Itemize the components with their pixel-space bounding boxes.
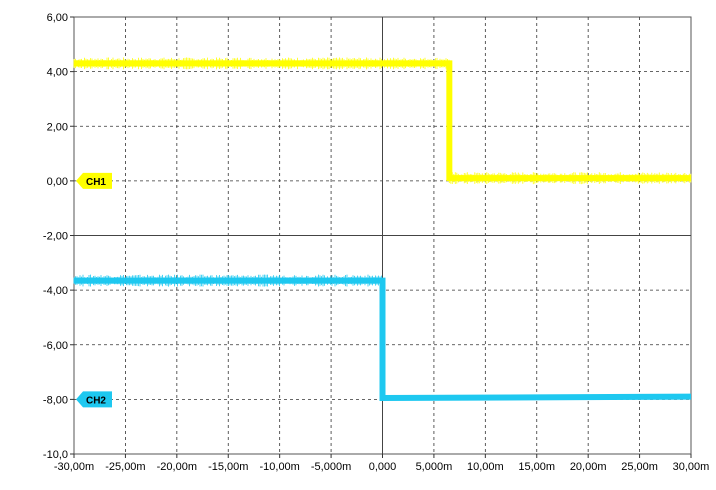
channel-marker-label: CH1 <box>86 177 106 188</box>
x-tick-label: -5,000m <box>311 461 351 473</box>
trace-ch1 <box>73 57 692 185</box>
channel-marker-shape <box>76 172 112 189</box>
channel-marker-label: CH2 <box>86 395 106 406</box>
y-tick-label: 2,00 <box>47 121 68 133</box>
x-tick-label: -20,00m <box>157 461 197 473</box>
y-tick-label: 6,00 <box>47 12 68 24</box>
channel-marker-shape <box>76 391 112 408</box>
y-tick-label: -8,00 <box>43 394 68 406</box>
y-tick-label: -10,0 <box>43 449 68 461</box>
y-tick-labels: 6,00 4,00 2,00 0,00 -2,00 -4,00 -6,00 -8,00 -10,… <box>43 12 68 461</box>
x-tick-label: 10,00m <box>467 461 504 473</box>
y-tick-label: -2,00 <box>43 231 68 243</box>
channel-markers: CH1 CH2 <box>76 172 112 408</box>
trace-noise <box>73 274 382 287</box>
traces <box>73 57 692 402</box>
x-tick-label: -25,00m <box>105 461 145 473</box>
y-tick-label: 0,00 <box>47 176 68 188</box>
x-tick-labels: -30,00m -25,00m -20,00m -15,00m -10,00m -5,00… <box>54 461 710 473</box>
trace-ch2 <box>73 274 692 402</box>
x-tick-label: 0,000 <box>369 461 397 473</box>
x-tick-label: -15,00m <box>208 461 248 473</box>
x-tick-label: -10,00m <box>259 461 299 473</box>
trace-noise <box>73 57 692 185</box>
x-tick-label: 30,00m <box>673 461 710 473</box>
x-tick-label: -30,00m <box>54 461 94 473</box>
channel-marker-ch1: CH1 <box>76 172 112 189</box>
x-tick-label: 5,000m <box>416 461 453 473</box>
x-tick-label: 20,00m <box>570 461 607 473</box>
y-tick-label: -4,00 <box>43 285 68 297</box>
y-tick-label: 4,00 <box>47 67 68 79</box>
x-tick-label: 15,00m <box>518 461 555 473</box>
x-tick-label: 25,00m <box>621 461 658 473</box>
channel-marker-ch2: CH2 <box>76 391 112 408</box>
y-tick-label: -6,00 <box>43 340 68 352</box>
